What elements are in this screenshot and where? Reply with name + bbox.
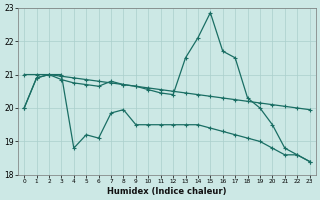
X-axis label: Humidex (Indice chaleur): Humidex (Indice chaleur) [107,187,227,196]
